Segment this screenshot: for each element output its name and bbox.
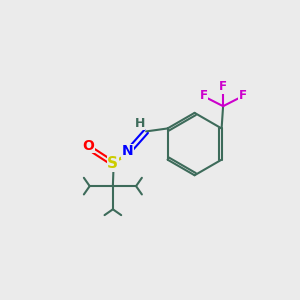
Text: F: F [238,89,246,102]
Text: F: F [200,89,208,102]
Text: F: F [219,80,227,93]
Text: O: O [82,139,94,153]
Text: S: S [107,156,118,171]
Text: N: N [122,144,133,158]
Text: H: H [134,117,145,130]
